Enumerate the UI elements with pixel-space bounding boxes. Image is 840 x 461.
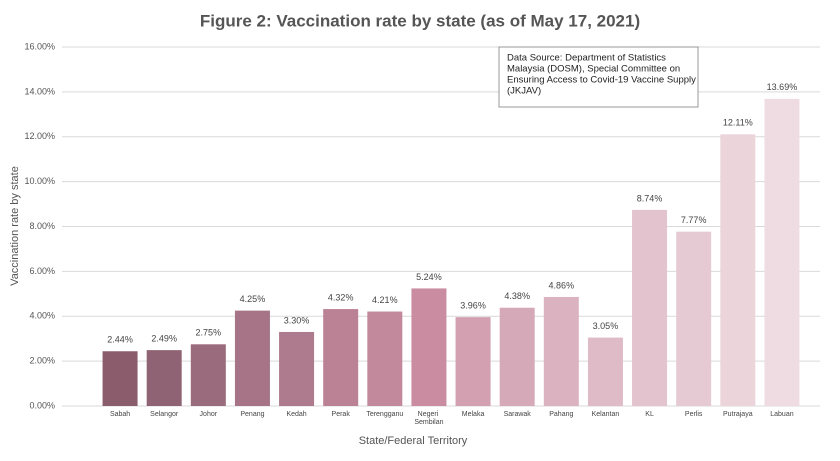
x-tick-label: Perlis xyxy=(685,411,703,418)
x-tick-label: Johor xyxy=(200,411,218,418)
bar xyxy=(102,351,138,406)
value-label: 7.77% xyxy=(681,215,707,225)
bar xyxy=(411,288,447,406)
y-tick-label: 4.00% xyxy=(29,311,55,321)
value-label: 4.21% xyxy=(372,295,398,305)
bar xyxy=(764,98,800,406)
bar xyxy=(676,231,712,406)
x-tick-label: Selangor xyxy=(150,411,179,418)
x-axis-label: State/Federal Territory xyxy=(359,435,468,447)
bar xyxy=(279,331,315,406)
y-axis-label: Vaccination rate by state xyxy=(9,166,21,286)
annotation-line: Ensuring Access to Covid-19 Vaccine Supp… xyxy=(507,75,696,86)
bar xyxy=(632,209,668,406)
value-label: 3.96% xyxy=(460,301,486,311)
bar xyxy=(499,307,535,406)
bar xyxy=(234,310,270,406)
x-tick-label: Perak xyxy=(332,411,351,418)
value-label: 2.49% xyxy=(151,334,177,344)
x-tick-label: Sabah xyxy=(110,411,130,418)
value-label: 5.24% xyxy=(416,272,442,282)
bar xyxy=(587,337,623,406)
bar xyxy=(367,311,403,406)
x-tick-label: Melaka xyxy=(462,411,485,418)
bar xyxy=(720,134,756,407)
value-label: 3.05% xyxy=(593,321,619,331)
bar xyxy=(543,296,579,406)
y-tick-label: 8.00% xyxy=(29,221,55,231)
x-tick-label: Sarawak xyxy=(504,411,532,418)
bars: 2.44% Sabah 2.49% Selangor 2.75% Johor 4.25% Pe… xyxy=(102,82,800,426)
x-tick-label: Labuan xyxy=(770,411,793,418)
value-label: 2.75% xyxy=(196,328,222,338)
y-tick-label: 0.00% xyxy=(29,400,55,410)
x-tick-label: Terengganu xyxy=(366,411,403,418)
x-tick-label: Penang xyxy=(240,411,264,418)
x-tick-label: Pahang xyxy=(549,411,573,418)
bar xyxy=(190,344,226,406)
annotation-line: Malaysia (DOSM), Special Committee on xyxy=(507,64,680,75)
value-label: 12.11% xyxy=(723,118,753,128)
bar xyxy=(455,317,491,406)
y-tick-label: 10.00% xyxy=(24,176,55,186)
y-tick-label: 12.00% xyxy=(24,131,55,141)
value-label: 4.32% xyxy=(328,292,354,302)
x-tick-label: Kelantan xyxy=(592,411,620,418)
y-tick-label: 16.00% xyxy=(24,41,55,51)
value-label: 4.86% xyxy=(549,280,575,290)
value-label: 4.25% xyxy=(240,294,266,304)
x-tick-label: Kedah xyxy=(286,411,306,418)
y-tick-label: 2.00% xyxy=(29,356,55,366)
x-tick-label: Negeri Sembilan xyxy=(414,411,443,426)
bar xyxy=(323,309,359,406)
x-tick-label: KL xyxy=(645,411,654,418)
annotation-box xyxy=(498,46,699,108)
annotation-line: (JKJAV) xyxy=(507,86,541,97)
chart-title: Figure 2: Vaccination rate by state (as … xyxy=(200,11,640,30)
annotation-line: Data Source: Department of Statistics xyxy=(507,53,666,64)
annotation: Data Source: Department of StatisticsMal… xyxy=(507,53,696,97)
x-tick-label: Putrajaya xyxy=(723,411,753,418)
bar xyxy=(146,350,182,406)
value-label: 8.74% xyxy=(637,193,663,203)
y-tick-label: 14.00% xyxy=(24,86,55,96)
value-label: 2.44% xyxy=(107,335,133,345)
value-label: 4.38% xyxy=(504,291,530,301)
y-tick-label: 6.00% xyxy=(29,266,55,276)
value-label: 3.30% xyxy=(284,315,310,325)
value-label: 13.69% xyxy=(767,82,798,92)
